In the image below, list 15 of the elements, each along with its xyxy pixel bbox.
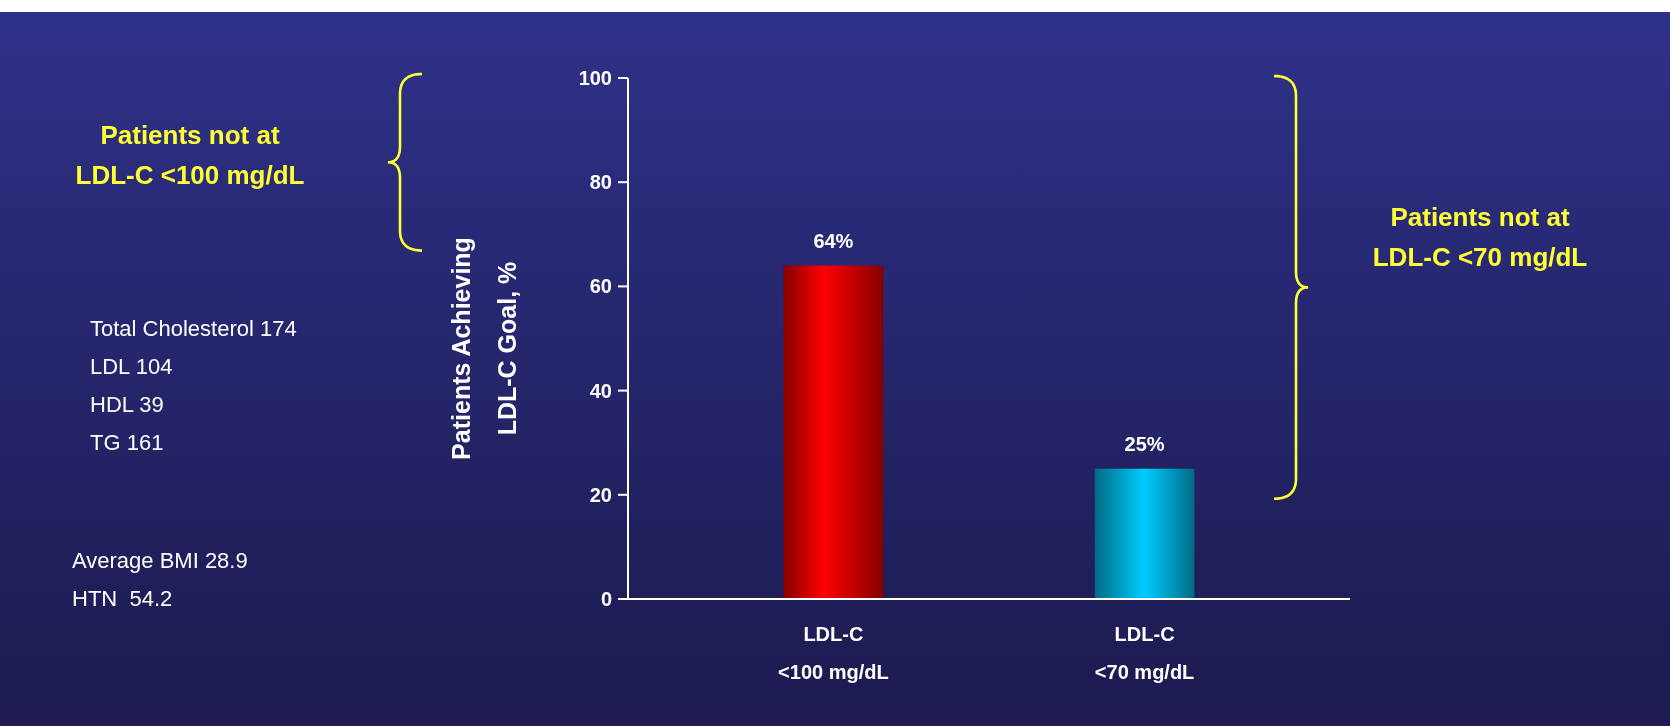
x-tick-label: LDL-C <100 mg/dL <box>778 623 889 683</box>
text: Average BMI 28.9 HTN 54.2 <box>72 548 248 611</box>
y-tick-label: 0 <box>600 588 612 610</box>
y-tick-label: 40 <box>589 379 612 402</box>
y-axis-title: Patients Achieving LDL-C Goal, % <box>447 237 521 460</box>
text: Patients not at LDL-C <70 mg/dL <box>1372 202 1588 272</box>
y-tick-label: 80 <box>589 171 612 194</box>
y-tick-label: 100 <box>578 67 612 89</box>
x-tick-label: LDL-C <70 mg/dL <box>1094 623 1195 683</box>
data-label: 25% <box>1124 432 1165 455</box>
y-tick-label: 60 <box>589 275 612 298</box>
text: Patients not at LDL-C <100 mg/dL <box>75 120 305 190</box>
y-tick-label: 20 <box>589 483 612 506</box>
data-label: 64% <box>813 229 854 252</box>
text: Total Cholesterol 174 LDL 104 HDL 39 TG 161 <box>90 316 297 455</box>
